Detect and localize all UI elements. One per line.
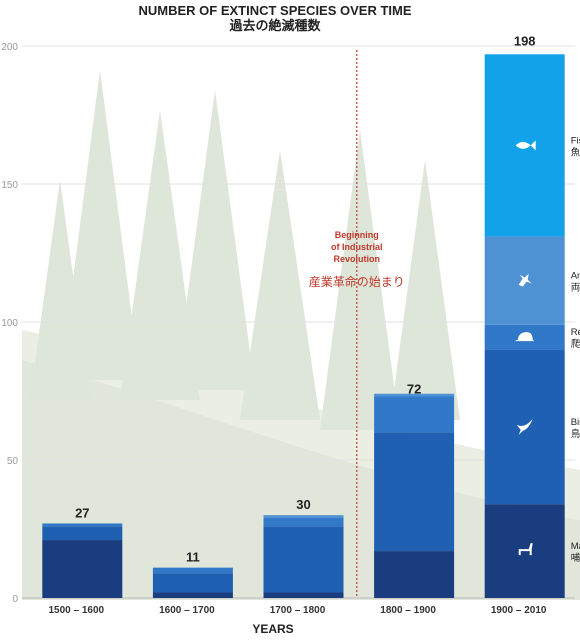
bar-segment-mammals xyxy=(152,592,233,598)
bar-segment-reptiles xyxy=(263,517,344,527)
annotation-label: Revolution xyxy=(334,254,381,264)
y-tick-label: 0 xyxy=(12,594,18,605)
x-category-label: 1700 – 1800 xyxy=(270,605,326,616)
x-axis-label: YEARS xyxy=(252,622,293,636)
total-label: 11 xyxy=(186,550,200,565)
chart-subtitle: 過去の絶滅種数 xyxy=(228,18,321,33)
bar-segment-mammals xyxy=(42,540,123,598)
frog-icon xyxy=(518,273,532,287)
fish-icon xyxy=(515,140,536,151)
annotation-label-jp: 産業革命の始まり xyxy=(309,274,405,289)
annotation-label: Beginning xyxy=(335,230,379,240)
bar-segment-mammals xyxy=(263,592,344,598)
bar-segment-amphibians xyxy=(263,515,344,518)
annotation-label: of Industrial xyxy=(331,242,383,252)
industrial-revolution-annotation: Beginning of Industrial Revolution 産業革命の始まり xyxy=(309,50,405,598)
tree-silhouettes xyxy=(30,70,460,430)
y-tick-label: 50 xyxy=(7,456,19,467)
bar-segment-reptiles xyxy=(374,396,455,433)
y-tick-labels: 0 50 100 150 200 xyxy=(1,42,18,605)
legend-label-jp: 魚類 xyxy=(571,146,580,158)
y-tick-label: 100 xyxy=(1,318,18,329)
total-label: 198 xyxy=(514,34,536,49)
legend-label: Birds xyxy=(571,417,580,428)
bar-segment-reptiles xyxy=(42,523,123,527)
legend-label: Fish xyxy=(571,135,580,146)
x-category-label: 1900 – 2010 xyxy=(491,605,547,616)
chart-title: NUMBER OF EXTINCT SPECIES OVER TIME xyxy=(138,3,411,18)
legend: Mammals哺乳類 Birds鳥類 Reptiles爬虫類 Amphibians両生… xyxy=(571,135,580,564)
bar-segment-birds xyxy=(42,526,123,541)
x-category-label: 1600 – 1700 xyxy=(159,605,215,616)
legend-label-jp: 鳥類 xyxy=(571,428,580,440)
bar-segment-mammals xyxy=(374,551,455,598)
bar-segment-birds xyxy=(263,526,344,593)
bird-icon xyxy=(516,418,533,435)
total-label: 27 xyxy=(75,505,89,520)
bar-segment-amphibians xyxy=(374,393,455,397)
x-category-label: 1500 – 1600 xyxy=(48,605,104,616)
bars xyxy=(42,54,565,598)
total-labels: 27 11 30 72 198 xyxy=(75,34,535,565)
legend-label-jp: 哺乳類 xyxy=(571,552,580,564)
bar-segment-birds xyxy=(152,573,233,593)
legend-label-jp: 爬虫類 xyxy=(571,338,580,350)
deer-icon xyxy=(518,543,533,556)
bar-segment-reptiles xyxy=(152,567,233,574)
turtle-icon xyxy=(515,332,534,342)
legend-label: Amphibians xyxy=(571,271,580,282)
y-tick-label: 150 xyxy=(1,180,18,191)
legend-label-jp: 両生類 xyxy=(571,282,580,294)
total-label: 30 xyxy=(296,497,310,512)
legend-label: Mammals xyxy=(571,541,580,552)
x-category-label: 1800 – 1900 xyxy=(380,605,436,616)
bar-segment-birds xyxy=(374,432,455,552)
y-tick-label: 200 xyxy=(1,42,18,53)
x-category-labels: 1500 – 1600 1600 – 1700 1700 – 1800 1800 – … xyxy=(48,605,546,616)
total-label: 72 xyxy=(407,381,421,396)
legend-label: Reptiles xyxy=(571,327,580,338)
